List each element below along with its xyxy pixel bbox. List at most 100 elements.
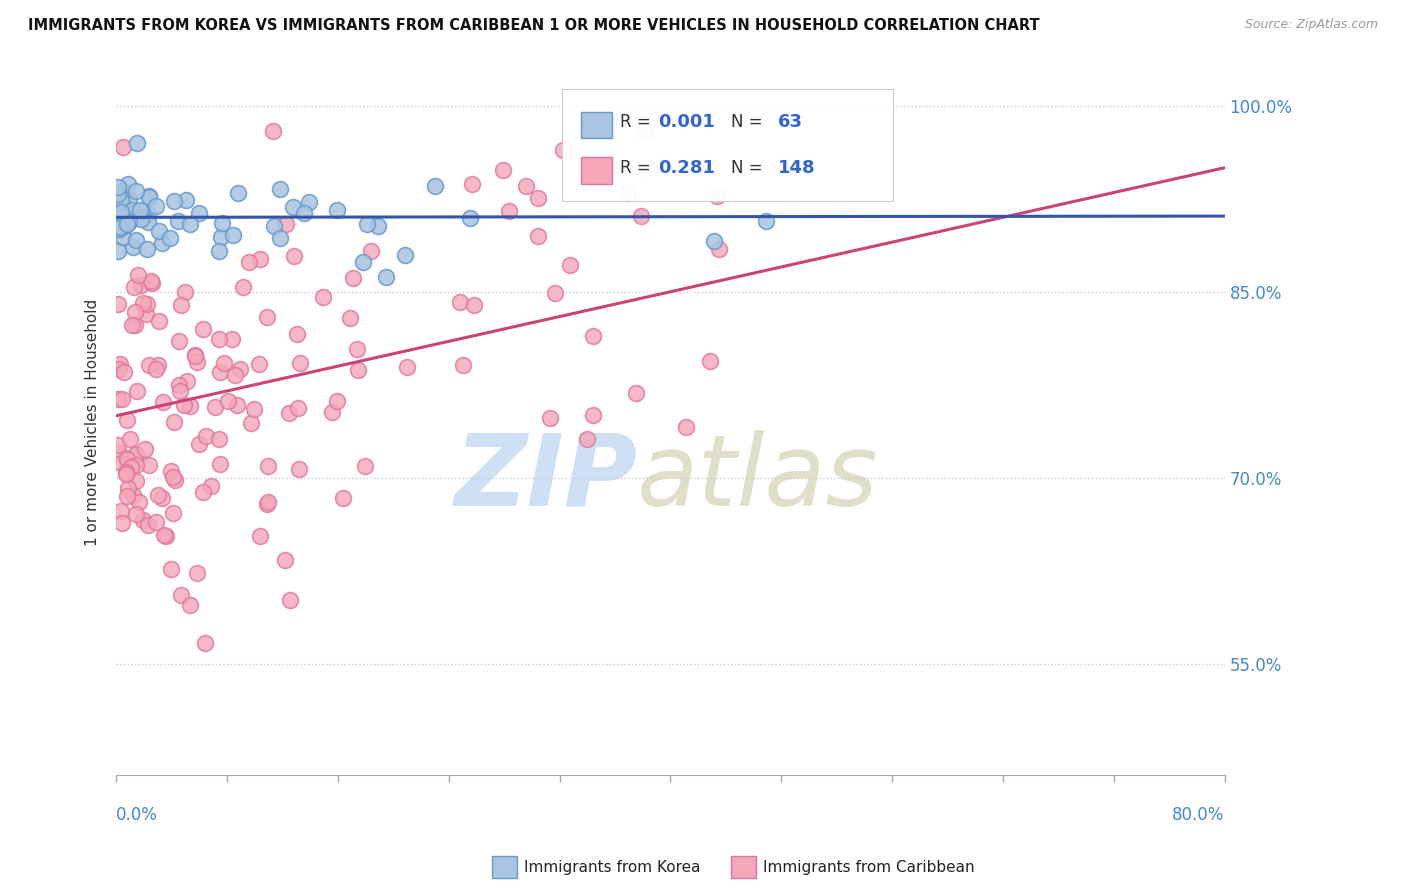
Point <box>374 269 396 284</box>
Point <box>163 415 186 429</box>
Point <box>191 322 214 336</box>
Point <box>212 356 235 370</box>
Point <box>675 420 697 434</box>
Point <box>107 438 129 452</box>
Point <box>699 353 721 368</box>
Point <box>352 255 374 269</box>
Point <box>129 203 152 218</box>
Point <box>145 362 167 376</box>
Point <box>117 212 139 227</box>
Point <box>176 374 198 388</box>
Point <box>188 206 211 220</box>
Point <box>186 566 208 580</box>
Point <box>162 506 184 520</box>
Point <box>112 230 135 244</box>
Point <box>159 231 181 245</box>
Point <box>118 215 141 229</box>
Text: 63: 63 <box>778 113 803 131</box>
Text: 148: 148 <box>778 159 815 177</box>
Point <box>110 204 132 219</box>
Point <box>458 211 481 225</box>
Point <box>112 140 135 154</box>
Point <box>136 242 159 256</box>
Point <box>278 406 301 420</box>
Point <box>558 258 581 272</box>
Point <box>121 240 143 254</box>
Point <box>111 190 134 204</box>
Point <box>152 395 174 409</box>
Point <box>256 310 278 324</box>
Point <box>169 384 191 398</box>
Point <box>131 203 153 218</box>
Point <box>179 598 201 612</box>
Text: IMMIGRANTS FROM KOREA VS IMMIGRANTS FROM CARIBBEAN 1 OR MORE VEHICLES IN HOUSEHO: IMMIGRANTS FROM KOREA VS IMMIGRANTS FROM… <box>28 18 1040 33</box>
Point <box>138 190 160 204</box>
Point <box>634 161 657 175</box>
Point <box>125 458 148 473</box>
Point <box>187 437 209 451</box>
Point <box>125 185 148 199</box>
Point <box>184 348 207 362</box>
Text: N =: N = <box>731 159 768 177</box>
Point <box>274 217 297 231</box>
Point <box>167 378 190 392</box>
Point <box>226 186 249 200</box>
Point <box>124 305 146 319</box>
Point <box>136 207 159 221</box>
Point <box>112 219 135 234</box>
Point <box>179 399 201 413</box>
Point <box>515 178 537 193</box>
Point <box>115 489 138 503</box>
Point <box>129 211 152 226</box>
Point <box>709 242 731 256</box>
Point <box>356 217 378 231</box>
Point <box>169 298 191 312</box>
Text: N =: N = <box>731 113 768 131</box>
Point <box>460 177 482 191</box>
Point <box>125 507 148 521</box>
Point <box>617 186 640 201</box>
Point <box>107 446 129 460</box>
Point <box>107 222 129 236</box>
Text: 0.281: 0.281 <box>658 159 716 177</box>
Point <box>346 343 368 357</box>
Text: Immigrants from Korea: Immigrants from Korea <box>524 860 702 874</box>
Point <box>124 448 146 462</box>
Point <box>112 184 135 198</box>
Point <box>544 285 567 300</box>
Point <box>160 464 183 478</box>
Point <box>125 234 148 248</box>
Text: Immigrants from Caribbean: Immigrants from Caribbean <box>763 860 976 874</box>
Point <box>117 177 139 191</box>
Point <box>755 214 778 228</box>
Point <box>162 470 184 484</box>
Point <box>204 401 226 415</box>
Point <box>287 401 309 415</box>
Point <box>111 197 134 211</box>
Point <box>115 467 138 481</box>
Point <box>160 562 183 576</box>
Point <box>208 366 231 380</box>
Point <box>194 428 217 442</box>
Point <box>111 392 134 406</box>
Point <box>138 358 160 372</box>
Point <box>120 460 142 475</box>
Point <box>211 216 233 230</box>
Point <box>229 362 252 376</box>
Point <box>298 195 321 210</box>
Point <box>146 359 169 373</box>
Point <box>107 392 129 407</box>
Point <box>449 295 471 310</box>
Point <box>121 318 143 332</box>
Point <box>115 217 138 231</box>
Point <box>342 271 364 285</box>
Point <box>129 278 152 293</box>
Point <box>706 189 728 203</box>
Point <box>173 398 195 412</box>
Point <box>115 413 138 427</box>
Point <box>207 432 229 446</box>
Point <box>145 199 167 213</box>
Point <box>576 432 599 446</box>
Point <box>148 224 170 238</box>
Text: 80.0%: 80.0% <box>1173 806 1225 824</box>
